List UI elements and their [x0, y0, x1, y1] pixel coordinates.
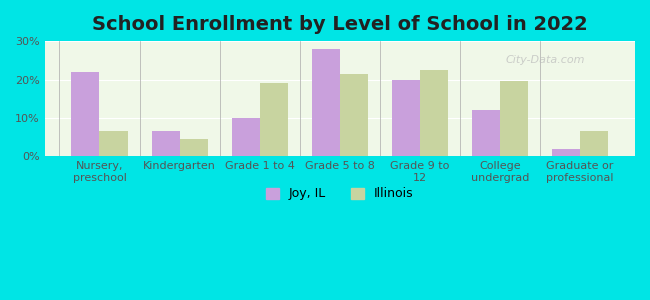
Bar	[99, 131, 127, 156]
Text: City-Data.com: City-Data.com	[505, 55, 584, 65]
Bar	[72, 72, 99, 156]
Bar	[260, 83, 288, 156]
Bar	[552, 149, 580, 156]
Bar	[312, 49, 340, 156]
Title: School Enrollment by Level of School in 2022: School Enrollment by Level of School in …	[92, 15, 588, 34]
Bar	[179, 139, 207, 156]
Bar	[392, 80, 420, 156]
Bar	[340, 74, 368, 156]
Bar	[472, 110, 500, 156]
Bar	[231, 118, 260, 156]
Bar	[500, 82, 528, 156]
Legend: Joy, IL, Illinois: Joy, IL, Illinois	[261, 182, 418, 206]
Bar	[580, 131, 608, 156]
Bar	[151, 131, 179, 156]
Bar	[420, 70, 448, 156]
